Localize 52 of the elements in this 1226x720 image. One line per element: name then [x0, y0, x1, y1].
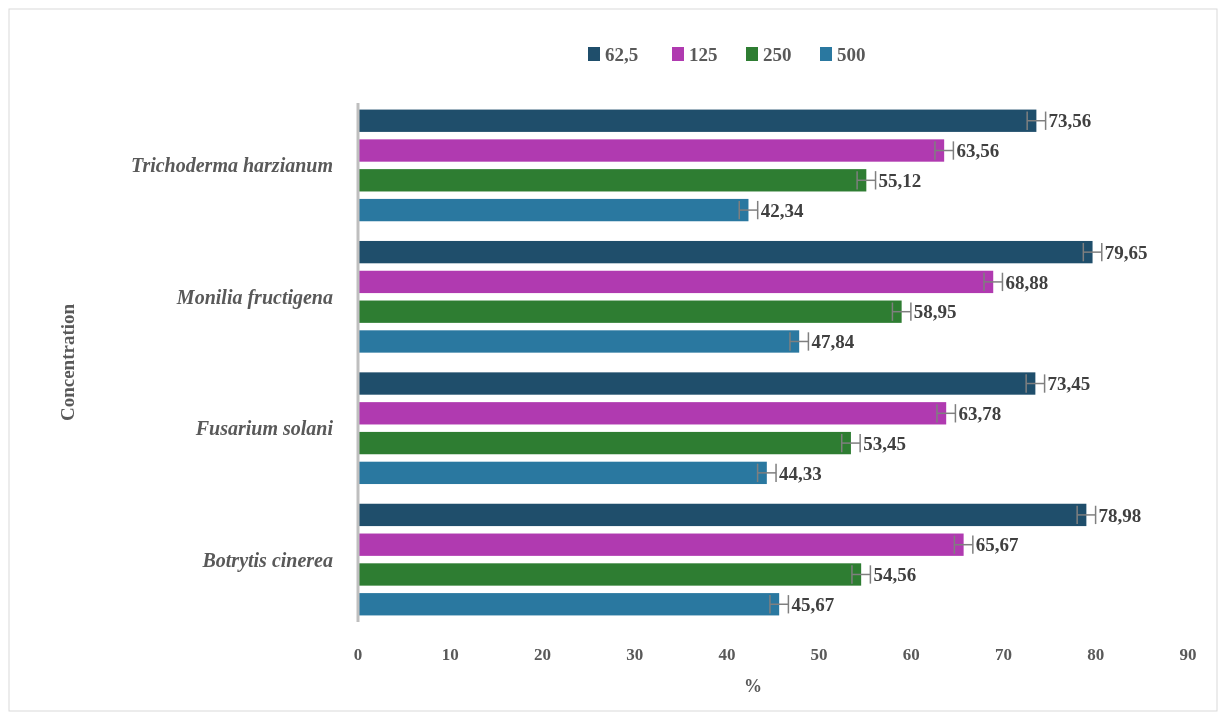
data-label: 78,98 — [1098, 504, 1142, 526]
x-tick-label: 80 — [1087, 645, 1105, 664]
bar — [358, 533, 964, 556]
legend-label: 125 — [689, 43, 718, 65]
bar — [358, 169, 867, 192]
y-tick-label: Botrytis cinerea — [201, 548, 333, 572]
data-label: 42,34 — [760, 199, 804, 221]
x-tick-label: 70 — [995, 645, 1013, 664]
data-label: 53,45 — [863, 432, 906, 454]
x-tick-label: 50 — [810, 645, 828, 664]
bar — [358, 431, 851, 455]
bar — [358, 402, 947, 425]
bar — [358, 139, 945, 162]
data-label: 79,65 — [1104, 241, 1148, 263]
bar — [358, 372, 1036, 395]
bar — [358, 109, 1037, 132]
legend-label: 500 — [837, 43, 866, 65]
x-tick-label: 60 — [902, 645, 920, 664]
data-label: 45,67 — [791, 593, 835, 615]
bar — [358, 330, 800, 353]
data-label: 55,12 — [878, 169, 922, 191]
x-axis-title: % — [744, 676, 762, 696]
bar — [358, 270, 994, 294]
x-tick-label: 20 — [533, 645, 551, 664]
data-label: 44,33 — [779, 462, 822, 484]
data-label: 73,56 — [1048, 110, 1092, 132]
bar — [358, 593, 780, 616]
data-label: 65,67 — [975, 534, 1020, 556]
x-tick-label: 0 — [353, 645, 363, 664]
bar — [358, 198, 749, 222]
x-tick-label: 40 — [718, 645, 736, 664]
data-label: 54,56 — [873, 564, 917, 586]
x-tick-label: 90 — [1179, 645, 1197, 664]
y-tick-label: Trichoderma harzianum — [130, 154, 333, 177]
x-tick-label: 30 — [626, 645, 644, 664]
bar — [358, 240, 1093, 264]
y-axis-title: Concentration — [57, 303, 78, 422]
data-label: 73,45 — [1047, 373, 1091, 395]
bar — [358, 300, 902, 323]
bar — [358, 461, 767, 485]
y-tick-label: Monilia fructigena — [175, 285, 333, 309]
data-label: 63,78 — [958, 402, 1002, 424]
bar — [358, 503, 1087, 527]
data-label: 58,95 — [913, 301, 957, 323]
y-tick-label: Fusarium solani — [194, 417, 334, 440]
legend-label: 62,5 — [605, 43, 639, 65]
x-tick-label: 10 — [441, 645, 459, 664]
bar — [358, 563, 862, 586]
legend-label: 250 — [763, 43, 792, 65]
data-label: 47,84 — [811, 331, 855, 353]
data-label: 63,56 — [956, 140, 1000, 162]
data-label: 68,88 — [1005, 271, 1049, 293]
